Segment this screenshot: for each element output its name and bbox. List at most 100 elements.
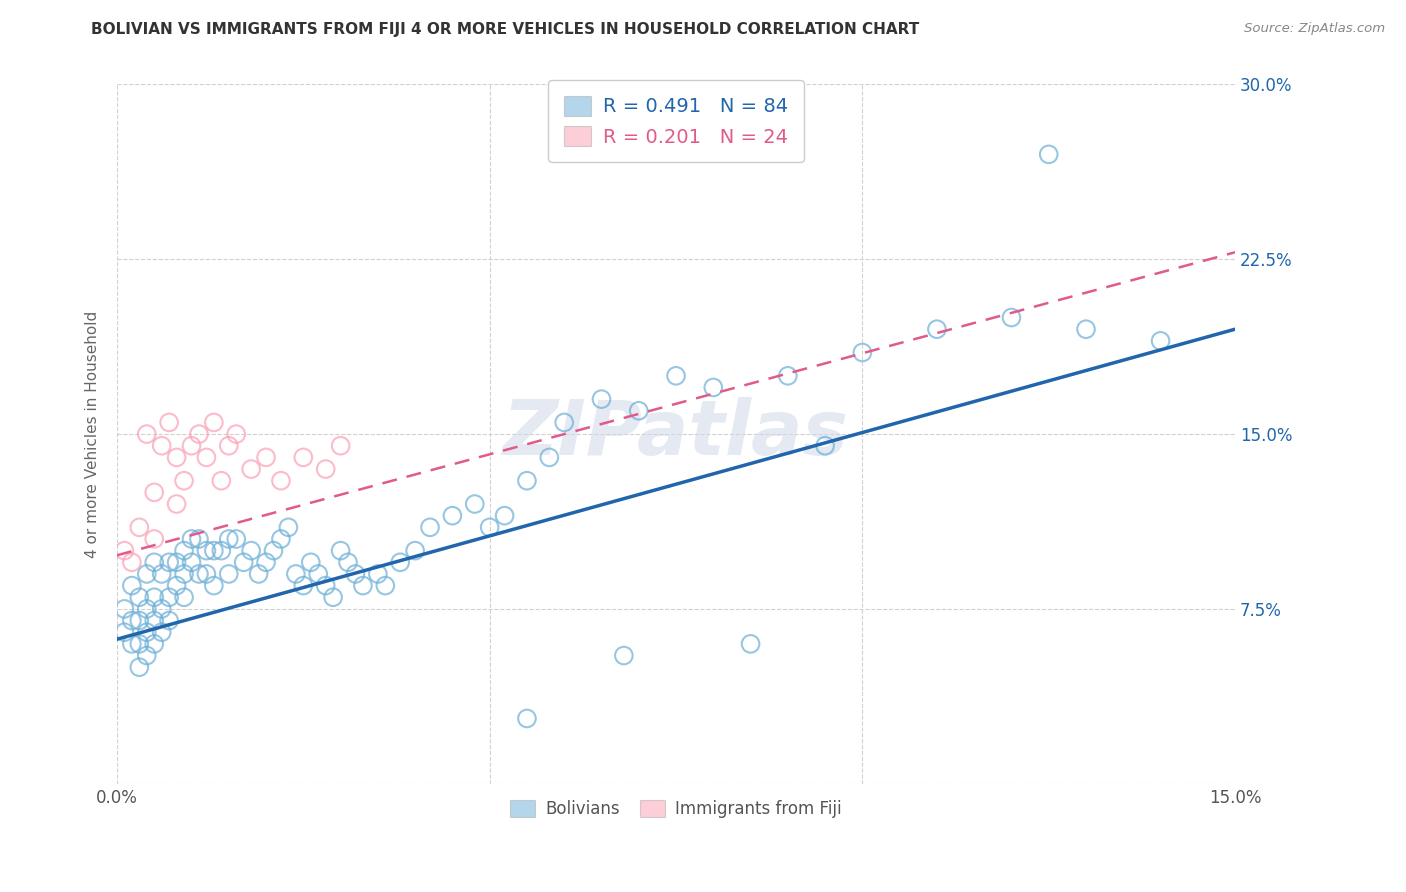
- Point: [209, 543, 232, 558]
- Point: [173, 474, 195, 488]
- Point: [329, 439, 352, 453]
- Point: [112, 602, 135, 616]
- Point: [665, 368, 688, 383]
- Point: [157, 614, 180, 628]
- Point: [702, 380, 724, 394]
- Point: [121, 637, 143, 651]
- Point: [209, 474, 232, 488]
- Point: [150, 566, 173, 581]
- Point: [180, 532, 202, 546]
- Point: [292, 579, 315, 593]
- Point: [195, 450, 218, 465]
- Point: [1000, 310, 1022, 325]
- Point: [299, 555, 322, 569]
- Point: [195, 543, 218, 558]
- Point: [344, 566, 367, 581]
- Point: [254, 555, 277, 569]
- Point: [315, 579, 337, 593]
- Point: [188, 532, 211, 546]
- Point: [150, 602, 173, 616]
- Point: [180, 439, 202, 453]
- Point: [1149, 334, 1171, 348]
- Point: [925, 322, 948, 336]
- Point: [277, 520, 299, 534]
- Point: [389, 555, 412, 569]
- Point: [776, 368, 799, 383]
- Point: [225, 532, 247, 546]
- Point: [851, 345, 873, 359]
- Point: [516, 474, 538, 488]
- Point: [135, 648, 157, 663]
- Point: [188, 566, 211, 581]
- Point: [1038, 147, 1060, 161]
- Point: [240, 543, 263, 558]
- Point: [202, 543, 225, 558]
- Point: [478, 520, 501, 534]
- Point: [143, 485, 166, 500]
- Text: Source: ZipAtlas.com: Source: ZipAtlas.com: [1244, 22, 1385, 36]
- Point: [157, 416, 180, 430]
- Point: [284, 566, 307, 581]
- Point: [516, 711, 538, 725]
- Point: [225, 427, 247, 442]
- Point: [329, 543, 352, 558]
- Point: [202, 416, 225, 430]
- Point: [121, 579, 143, 593]
- Point: [307, 566, 329, 581]
- Point: [337, 555, 360, 569]
- Point: [814, 439, 837, 453]
- Point: [740, 637, 762, 651]
- Point: [112, 625, 135, 640]
- Point: [270, 474, 292, 488]
- Point: [173, 543, 195, 558]
- Point: [166, 497, 188, 511]
- Point: [180, 555, 202, 569]
- Point: [494, 508, 516, 523]
- Point: [240, 462, 263, 476]
- Point: [157, 591, 180, 605]
- Point: [218, 439, 240, 453]
- Point: [143, 637, 166, 651]
- Point: [135, 566, 157, 581]
- Point: [128, 614, 150, 628]
- Text: ZIPatlas: ZIPatlas: [503, 397, 849, 471]
- Point: [166, 555, 188, 569]
- Point: [553, 416, 575, 430]
- Point: [135, 625, 157, 640]
- Point: [270, 532, 292, 546]
- Point: [135, 602, 157, 616]
- Point: [627, 404, 650, 418]
- Point: [441, 508, 464, 523]
- Point: [150, 625, 173, 640]
- Point: [464, 497, 486, 511]
- Point: [1074, 322, 1097, 336]
- Text: BOLIVIAN VS IMMIGRANTS FROM FIJI 4 OR MORE VEHICLES IN HOUSEHOLD CORRELATION CHA: BOLIVIAN VS IMMIGRANTS FROM FIJI 4 OR MO…: [91, 22, 920, 37]
- Point: [202, 579, 225, 593]
- Point: [419, 520, 441, 534]
- Point: [135, 427, 157, 442]
- Point: [150, 439, 173, 453]
- Point: [166, 450, 188, 465]
- Point: [157, 555, 180, 569]
- Point: [218, 532, 240, 546]
- Point: [367, 566, 389, 581]
- Point: [143, 614, 166, 628]
- Point: [128, 637, 150, 651]
- Point: [254, 450, 277, 465]
- Point: [263, 543, 285, 558]
- Point: [121, 555, 143, 569]
- Point: [121, 614, 143, 628]
- Point: [374, 579, 396, 593]
- Point: [128, 660, 150, 674]
- Point: [218, 566, 240, 581]
- Point: [352, 579, 374, 593]
- Point: [143, 555, 166, 569]
- Y-axis label: 4 or more Vehicles in Household: 4 or more Vehicles in Household: [86, 310, 100, 558]
- Point: [613, 648, 636, 663]
- Point: [195, 566, 218, 581]
- Point: [292, 450, 315, 465]
- Point: [143, 591, 166, 605]
- Point: [404, 543, 426, 558]
- Legend: Bolivians, Immigrants from Fiji: Bolivians, Immigrants from Fiji: [503, 793, 848, 824]
- Point: [166, 579, 188, 593]
